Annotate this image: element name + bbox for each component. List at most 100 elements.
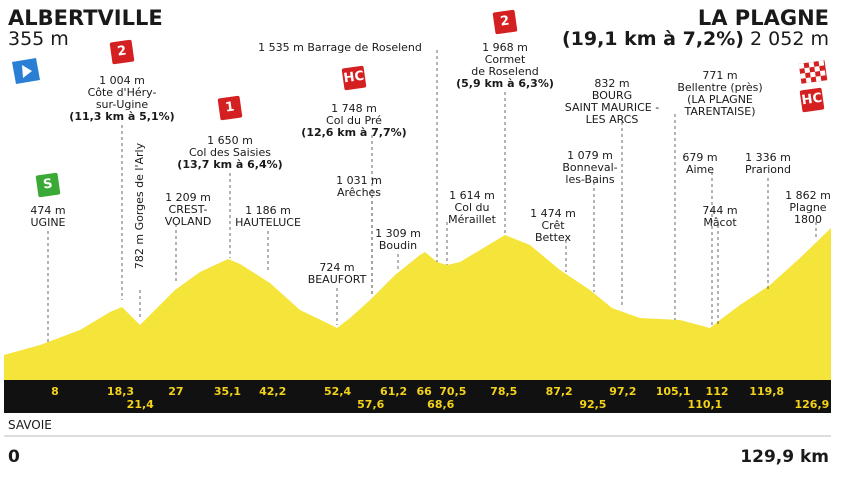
waypoint: 1 535 m Barrage de Roselend <box>258 42 422 54</box>
waypoint-text: 1 968 m <box>482 41 528 54</box>
waypoint: 1 748 m Col du Pré (12,6 km à 7,7%) <box>301 103 406 139</box>
waypoint-text: 1 535 m Barrage de Roselend <box>258 41 422 54</box>
category-badge: S <box>35 172 61 198</box>
waypoint: 1 474 m Crêt Bettex <box>530 208 576 244</box>
waypoint-text: 1800 <box>793 213 822 226</box>
category-badge: 2 <box>109 39 135 65</box>
waypoint-text: VOLAND <box>164 215 212 228</box>
km-marker: 119,8 <box>749 385 785 398</box>
waypoint-text: TARENTAISE) <box>684 105 756 118</box>
climb-detail: (5,9 km à 6,3%) <box>456 77 554 90</box>
km-marker: 52,4 <box>324 385 352 398</box>
finish-altitude: 2 052 m <box>750 28 829 50</box>
km-marker: 66 <box>416 385 432 398</box>
waypoint-text: BEAUFORT <box>307 273 367 286</box>
waypoint: 1 004 m Côte d'Héry-sur-Ugine (11,3 km à 5… <box>69 75 174 123</box>
waypoint-text: Bettex <box>534 231 572 244</box>
km-marker: 68,6 <box>427 398 455 411</box>
finish-info: (19,1 km à 7,2%) 2 052 m <box>562 28 829 50</box>
waypoint: 679 m Aime <box>682 152 717 176</box>
waypoint: 1 079 m Bonneval-les-Bains <box>562 150 617 186</box>
waypoint-text: Mâcot <box>703 216 737 229</box>
km-marker: 42,2 <box>259 385 287 398</box>
waypoint-text: HAUTELUCE <box>235 216 301 229</box>
km-marker: 78,5 <box>490 385 518 398</box>
waypoint-text: Col des Saisies <box>188 146 271 159</box>
waypoint-text: 771 m <box>702 69 738 82</box>
climb-detail: (11,3 km à 5,1%) <box>69 110 175 123</box>
waypoint: 1 309 m Boudin <box>375 228 421 252</box>
start-name: ALBERTVILLE <box>8 6 163 30</box>
waypoint-text: 744 m <box>702 204 738 217</box>
waypoint: 1 031 m Arêches <box>336 175 382 199</box>
waypoint-text: Boudin <box>378 239 418 252</box>
waypoint-text: 1 186 m <box>245 204 291 217</box>
waypoint-text: 1 748 m <box>331 102 377 115</box>
km-marker: 126,9 <box>794 398 830 411</box>
waypoint-text: Col du <box>454 201 490 214</box>
waypoint-text: 782 m Gorges de l'Arly <box>133 142 146 270</box>
waypoint-text: LES ARCS <box>585 113 639 126</box>
waypoint-text: 1 209 m <box>165 191 211 204</box>
km-marker: 35,1 <box>213 385 242 398</box>
finish-flag <box>798 60 828 84</box>
waypoint-text: Plagne <box>789 201 827 214</box>
km-marker: 21,4 <box>126 398 154 411</box>
km-marker: 61,2 <box>380 385 408 398</box>
waypoint-text: Col du Pré <box>326 114 382 127</box>
category-badge: HC <box>799 87 825 113</box>
waypoint-text: les-Bains <box>565 173 615 186</box>
waypoint-text: CREST- <box>168 203 208 216</box>
km-marker: 8 <box>51 385 59 398</box>
region: SAVOIE <box>8 418 52 432</box>
waypoint-text: Prariond <box>745 163 791 176</box>
finish-name: LA PLAGNE <box>697 6 829 30</box>
end-km: 129,9 km <box>740 447 829 467</box>
waypoint-text: Méraillet <box>448 213 496 226</box>
category-badge: HC <box>341 65 367 91</box>
km-marker: 112 <box>705 385 729 398</box>
finish-climb: (19,1 km à 7,2%) <box>561 28 744 50</box>
waypoint: 1 862 m Plagne 1800 <box>785 190 831 226</box>
waypoint-text: 724 m <box>319 261 355 274</box>
waypoint-text: 1 862 m <box>785 189 831 202</box>
waypoint: 1 650 m Col des Saisies (13,7 km à 6,4%) <box>177 135 282 171</box>
waypoint-text: 1 614 m <box>449 189 495 202</box>
waypoint-text: 1 650 m <box>207 134 253 147</box>
waypoint-text: 1 079 m <box>567 149 613 162</box>
waypoint-text: Crêt <box>541 219 565 232</box>
km-marker: 57,6 <box>357 398 385 411</box>
category-badge: 2 <box>492 9 518 35</box>
km-band <box>4 380 831 413</box>
waypoint-text: 474 m <box>30 204 66 217</box>
km-marker: 18,3 <box>106 385 135 398</box>
waypoint-text: Arêches <box>336 186 382 199</box>
waypoint-text: UGINE <box>30 216 66 229</box>
km-marker: 97,2 <box>609 385 637 398</box>
waypoint-text: sur-Ugine <box>95 98 149 111</box>
waypoint-text: Cormet <box>484 53 526 66</box>
waypoint-text: Côte d'Héry- <box>87 86 157 99</box>
km-marker: 87,2 <box>545 385 573 398</box>
waypoint: 782 m Gorges de l'Arly <box>133 142 146 270</box>
waypoint-text: (LA PLAGNE <box>687 93 753 106</box>
start-altitude: 355 m <box>8 28 69 50</box>
waypoint: 744 m Mâcot <box>702 205 737 229</box>
waypoint: 771 m Bellentre (près) (LA PLAGNE TARENTAIS… <box>677 70 762 118</box>
km-marker: 70,5 <box>439 385 467 398</box>
waypoint: 474 m UGINE <box>30 205 65 229</box>
waypoint-text: 832 m <box>594 77 630 90</box>
km-marker: 92,5 <box>579 398 607 411</box>
waypoint: 1 186 m HAUTELUCE <box>235 205 301 229</box>
km-marker: 105,1 <box>655 385 691 398</box>
start-km: 0 <box>8 447 20 467</box>
climb-detail: (13,7 km à 6,4%) <box>177 158 283 171</box>
waypoint-text: Aime <box>685 163 715 176</box>
elevation-profile <box>4 228 831 380</box>
waypoint-text: 1 336 m <box>745 151 791 164</box>
waypoint-text: 1 474 m <box>530 207 576 220</box>
waypoint: 1 614 m Col du Méraillet <box>448 190 496 226</box>
waypoint-text: 1 309 m <box>375 227 421 240</box>
